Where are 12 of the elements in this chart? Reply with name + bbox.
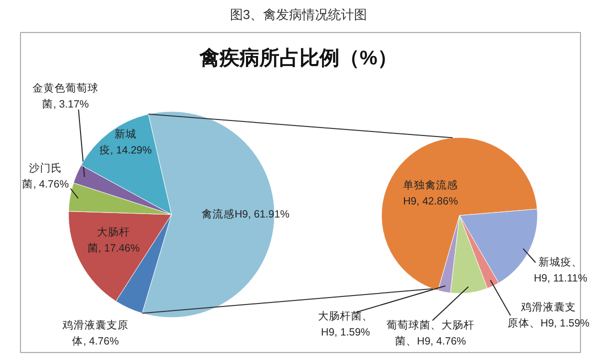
slice-label: 大肠杆菌、H9, 1.59% — [318, 310, 373, 338]
chart-title: 图3、禽发病情况统计图 — [230, 7, 368, 22]
slice-label: 金黄色葡萄球菌, 3.17% — [32, 82, 98, 110]
slice-label: 鸡滑液囊支原体、H9, 1.59% — [507, 300, 590, 330]
slice-label: 新城疫, 14.29% — [99, 128, 152, 156]
slice-label: 新城疫、H9, 11.11% — [534, 256, 588, 284]
slice-label: 单独禽流感H9, 42.86% — [403, 178, 458, 208]
slice-label: 沙门氏菌, 4.76% — [22, 162, 69, 190]
slice-label: 鸡滑液囊支原体, 4.76% — [62, 318, 128, 348]
chart-subtitle: 禽疾病所占比例（%） — [198, 46, 398, 70]
slice-label: 大肠杆菌, 17.46% — [87, 226, 140, 254]
slice-label: 葡萄球菌、大肠杆菌、H9, 4.76% — [386, 318, 474, 348]
